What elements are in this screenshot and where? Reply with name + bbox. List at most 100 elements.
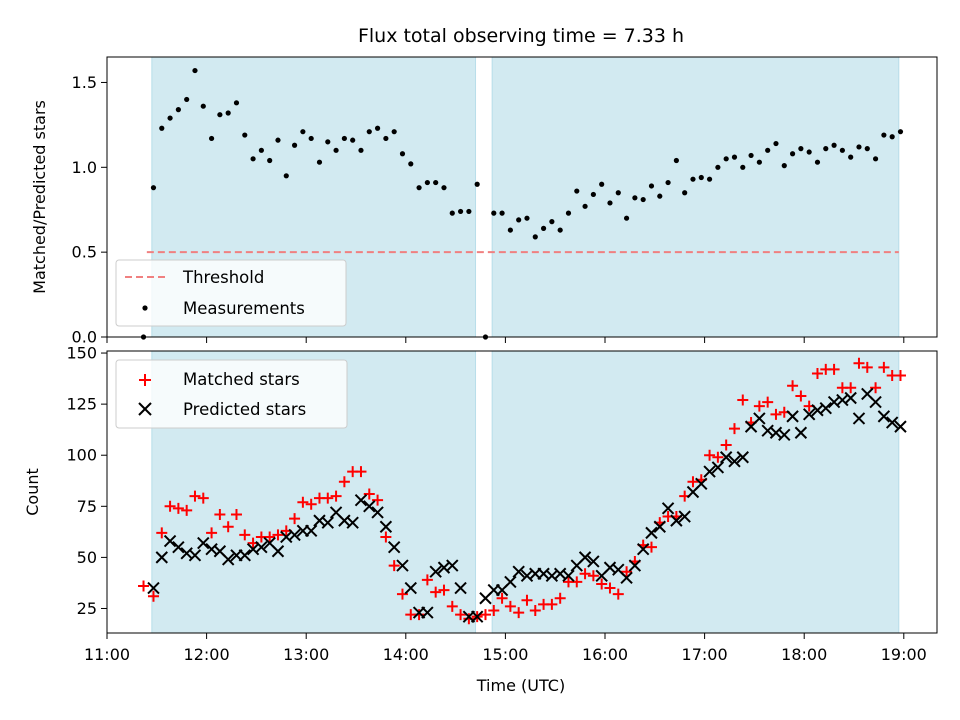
predicted-star-point	[354, 493, 368, 507]
bottom-y-axis-label: Count	[23, 468, 42, 516]
predicted-star-point	[562, 569, 575, 582]
measurement-point	[756, 159, 762, 165]
matched-star-point	[687, 476, 699, 488]
predicted-star-point	[504, 575, 517, 589]
matched-star-point	[156, 527, 168, 539]
measurement-point	[267, 157, 273, 164]
measurement-point	[798, 146, 804, 152]
measurement-point	[507, 227, 513, 233]
matched-star-point	[289, 513, 301, 525]
measurement-point	[167, 115, 173, 121]
matched-star-point	[214, 508, 226, 520]
measurement-point	[599, 181, 605, 187]
measurement-point	[789, 151, 796, 157]
matched-star-point	[147, 590, 159, 602]
measurement-point	[333, 147, 339, 153]
measurement-point	[233, 100, 240, 106]
measurement-point	[615, 190, 621, 196]
matched-star-point	[189, 490, 201, 502]
measurement-point	[350, 137, 356, 143]
matched-star-point	[388, 560, 400, 572]
predicted-star-point	[885, 416, 899, 429]
measurement-point	[897, 129, 904, 135]
predicted-star-point	[371, 506, 384, 519]
measurement-point	[399, 151, 406, 157]
predicted-star-point	[421, 606, 434, 619]
matched-star-point	[845, 382, 857, 394]
measurement-point	[499, 210, 505, 216]
predicted-star-point	[661, 502, 675, 515]
chart-title: Flux total observing time = 7.33 h	[358, 25, 684, 47]
matched-star-point	[181, 504, 193, 516]
predicted-star-point	[753, 412, 766, 425]
top-y-axis-label: Matched/Predicted stars	[30, 100, 49, 294]
matched-star-point	[372, 494, 384, 506]
measurement-point	[383, 135, 389, 142]
matched-star-point	[554, 592, 566, 604]
predicted-star-point	[844, 391, 857, 405]
measurement-point	[673, 157, 679, 164]
predicted-star-point	[628, 559, 642, 572]
measurement-point	[740, 164, 746, 170]
measurement-point	[524, 215, 530, 221]
predicted-star-point	[454, 581, 467, 595]
measurement-point	[300, 129, 306, 135]
predicted-star-point	[363, 500, 376, 513]
matched-star-point	[521, 594, 533, 606]
top-legend-box	[115, 259, 347, 327]
y-tick-label: 125	[66, 395, 97, 414]
bottom-legend: Matched stars Predicted stars	[115, 359, 348, 429]
matched-star-point	[206, 527, 218, 539]
predicted-star-point	[653, 520, 666, 533]
matched-star-point	[264, 531, 276, 543]
measurement-point	[516, 217, 522, 223]
measurement-point	[159, 125, 165, 131]
bottom-x-ticks: 11:00 12:00 13:00 14:00 15:00 16:00 17:00 18:00…	[84, 633, 927, 664]
predicted-star-point	[678, 510, 691, 523]
measurement-point	[582, 203, 588, 209]
measurement-point	[466, 208, 472, 215]
predicted-star-point	[703, 465, 716, 478]
measurement-point	[308, 135, 314, 142]
x-tick-label: 14:00	[383, 645, 429, 664]
measurement-point	[358, 147, 364, 153]
matched-star-point	[239, 529, 251, 541]
predicted-star-point	[188, 549, 202, 562]
measurement-point	[374, 125, 381, 131]
predicted-star-point	[620, 571, 633, 585]
matched-stars-points	[138, 357, 906, 625]
matched-star-point	[355, 466, 367, 478]
predicted-star-point	[877, 410, 891, 423]
predicted-star-point	[587, 555, 600, 568]
predicted-star-point	[221, 553, 235, 566]
measurement-point	[408, 161, 414, 167]
measurement-point	[250, 156, 256, 162]
matched-star-point	[737, 394, 749, 406]
matched-star-point	[513, 607, 525, 619]
measurement-point	[540, 225, 547, 231]
legend-measurements-swatch	[142, 305, 148, 311]
x-tick-label: 13:00	[283, 645, 329, 664]
predicted-star-point	[719, 451, 733, 464]
predicted-star-point	[238, 549, 251, 562]
predicted-star-point	[852, 412, 866, 425]
measurement-point	[175, 107, 181, 113]
measurement-point	[258, 147, 264, 153]
measurement-point	[283, 173, 289, 179]
matched-star-point	[770, 408, 782, 420]
measurement-point	[607, 200, 613, 206]
predicted-star-point	[172, 540, 185, 554]
predicted-star-point	[802, 408, 816, 421]
matched-star-point	[322, 492, 334, 504]
matched-star-point	[164, 500, 176, 512]
x-tick-label: 12:00	[184, 645, 230, 664]
y-tick-label: 0.0	[72, 328, 97, 347]
top-x-ticks	[106, 337, 905, 343]
bottom-panel: 25 50 75 100 125 150 11:00 12:00 13:00 14:00 15:0…	[23, 344, 938, 695]
matched-star-point	[811, 367, 823, 379]
measurement-point	[682, 190, 688, 196]
top-panel: 0.0 0.5 1.0 1.5 Matched/Predicted stars Thr…	[30, 56, 938, 347]
matched-star-point	[438, 584, 450, 596]
matched-star-point	[861, 361, 873, 373]
measurement-point	[864, 146, 870, 152]
